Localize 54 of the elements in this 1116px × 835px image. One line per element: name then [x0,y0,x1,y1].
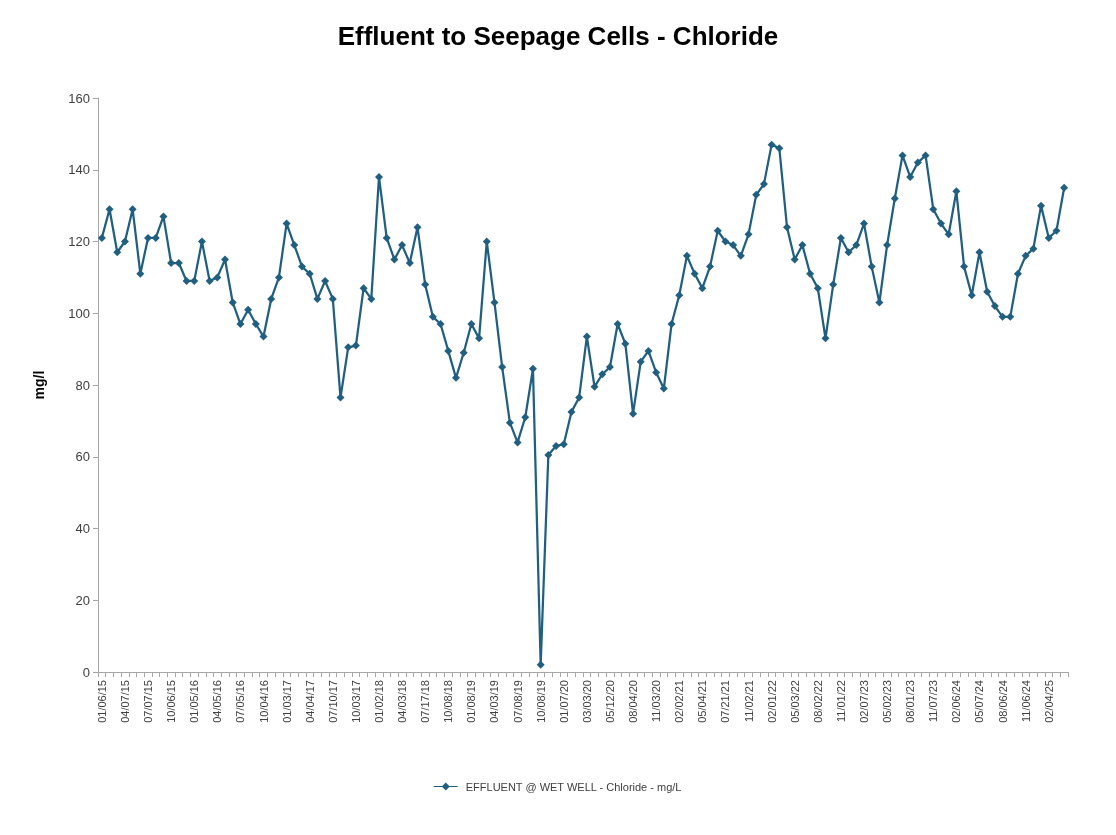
x-tick-label: 01/03/17 [280,680,293,723]
x-tick-label: 05/04/21 [696,680,709,723]
y-tick-label: 40 [75,521,90,536]
y-tick-label: 160 [68,90,90,106]
y-tick-label: 80 [75,377,90,393]
x-tick-label: 03/03/20 [580,680,593,723]
x-tick-label: 07/21/21 [719,680,732,723]
x-tick-label: 07/08/19 [511,680,524,723]
x-tick-label: 11/02/21 [742,680,755,723]
x-tick-label: 11/07/23 [927,680,940,723]
y-tick-label: 20 [75,592,90,608]
x-tick-label: 02/02/21 [673,680,686,723]
x-tick-label: 04/03/18 [396,680,409,723]
chart-title: Effluent to Seepage Cells - Chloride [337,21,779,51]
x-tick-label: 07/05/16 [234,680,247,723]
y-tick-label: 60 [75,449,90,465]
x-tick-label: 04/05/16 [211,680,224,723]
x-tick-label: 07/17/18 [419,680,432,723]
x-tick-label: 01/05/16 [188,680,201,723]
x-tick-label: 04/03/19 [488,680,501,723]
y-tick-label: 0 [82,664,90,680]
y-tick-label: 140 [68,162,90,178]
x-tick-label: 07/10/17 [326,680,339,723]
x-tick-label: 10/03/17 [349,680,362,723]
x-tick-label: 01/06/15 [95,680,108,723]
x-tick-label: 05/02/23 [881,680,894,723]
x-tick-label: 10/06/15 [165,680,178,723]
x-tick-label: 11/03/20 [650,680,663,723]
y-tick-label: 100 [68,305,90,321]
x-tick-label: 05/07/24 [973,680,986,723]
x-tick-label: 11/01/22 [834,680,847,723]
x-tick-label: 10/04/16 [257,680,270,723]
x-tick-label: 10/08/18 [442,680,455,723]
x-tick-label: 08/06/24 [996,680,1009,723]
legend-label: EFFLUENT @ WET WELL - Chloride - mg/L [465,780,682,793]
x-tick-label: 05/03/22 [788,680,801,723]
x-tick-label: 07/07/15 [142,680,155,723]
x-tick-label: 01/07/20 [557,680,570,723]
y-axis-title: mg/l [31,370,47,400]
x-tick-label: 04/07/15 [118,680,131,723]
x-tick-label: 11/06/24 [1019,680,1032,723]
x-tick-label: 08/04/20 [627,680,640,723]
x-tick-label: 02/04/25 [1042,680,1055,723]
x-tick-label: 01/08/19 [465,680,478,723]
x-tick-label: 10/08/19 [534,680,547,723]
x-tick-label: 01/02/18 [372,680,385,723]
x-tick-label: 08/01/23 [904,680,917,723]
x-tick-label: 04/04/17 [303,680,316,723]
y-tick-label: 120 [68,234,90,249]
x-tick-label: 05/12/20 [603,680,616,723]
x-tick-label: 02/01/22 [765,680,778,723]
x-tick-label: 08/02/22 [811,680,824,723]
x-tick-label: 02/07/23 [857,680,870,723]
x-tick-label: 02/06/24 [950,680,963,723]
